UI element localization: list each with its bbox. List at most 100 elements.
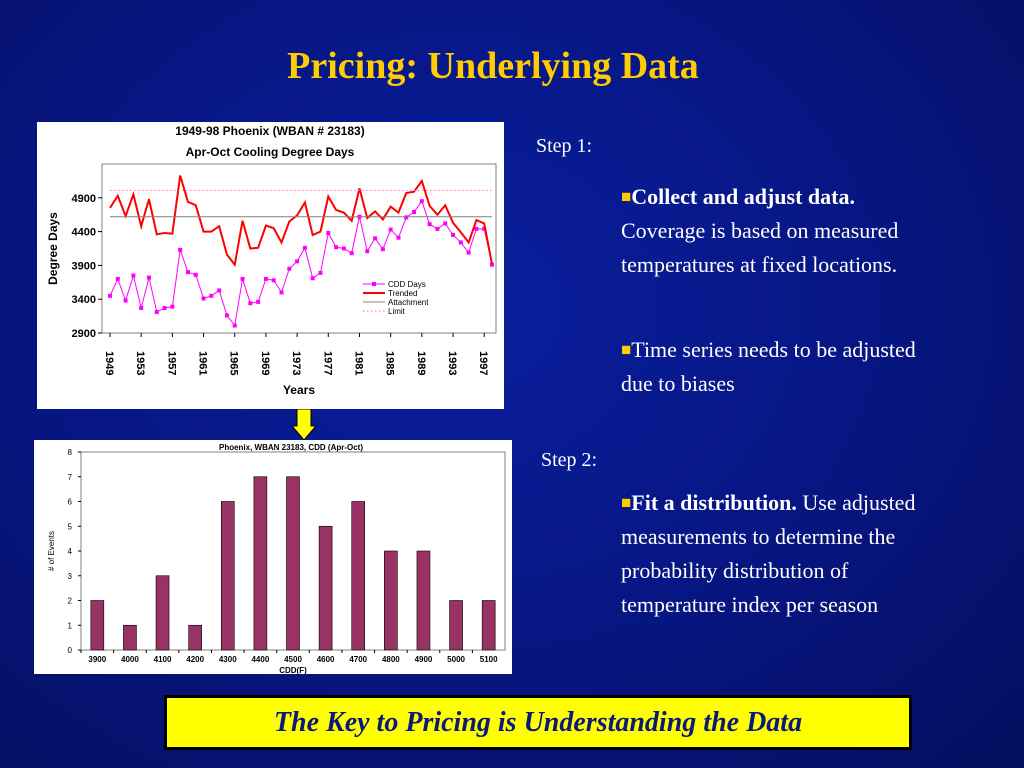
key-message-banner: The Key to Pricing is Understanding the …	[164, 695, 912, 750]
chart2-bar	[155, 575, 170, 651]
yellow-square-bullet-icon: ■	[621, 340, 632, 359]
chart1-legend-marker	[372, 282, 376, 286]
chart2-x-tick-label: 4200	[186, 655, 204, 664]
chart2-x-tick-label: 4900	[415, 655, 433, 664]
step2-label: Step 2:	[541, 449, 598, 471]
chart2-bar	[318, 525, 333, 651]
chart1-cdd-point	[302, 245, 307, 250]
step2-bullet-fit: ■Fit a distribution. Use adjusted measur…	[621, 486, 931, 622]
chart2-x-tick-label: 4400	[251, 655, 269, 664]
chart1-cdd-point	[185, 270, 190, 275]
step1-bullet1-bold: Collect and adjust data.	[631, 184, 855, 209]
step1-bullet2-text: Time series needs to be adjusted due to …	[621, 337, 916, 396]
chart1-cdd-point	[474, 226, 479, 231]
chart1-cdd-point	[341, 246, 346, 251]
chart2-x-tick-label: 4800	[382, 655, 400, 664]
cdd-time-series-svg: 1949-98 Phoenix (WBAN # 23183) Apr-Oct Co…	[46, 124, 497, 397]
chart1-cdd-point	[115, 276, 120, 281]
chart2-x-axis-label: CDD(F)	[279, 666, 307, 674]
chart1-legend-label: Attachment	[388, 298, 429, 307]
chart2-bar	[449, 600, 463, 651]
chart1-cdd-point	[419, 199, 424, 204]
chart1-x-tick-label: 1989	[415, 351, 427, 375]
chart2-bar	[123, 624, 137, 651]
chart2-y-tick-label: 6	[68, 498, 73, 507]
chart1-cdd-point	[224, 313, 229, 318]
chart2-bar	[384, 550, 398, 651]
chart1-series-trended	[109, 175, 493, 268]
chart2-y-tick-label: 3	[68, 572, 73, 581]
chart1-cdd-point	[380, 247, 385, 252]
chart2-y-tick-label: 7	[68, 473, 73, 482]
chart2-x-tick-label: 4700	[349, 655, 367, 664]
chart1-cdd-point	[201, 296, 206, 301]
chart2-x-tick-label: 4300	[219, 655, 237, 664]
chart1-cdd-point	[217, 288, 222, 293]
chart1-x-tick-label: 1973	[290, 351, 302, 375]
chart1-cdd-point	[326, 230, 331, 235]
chart1-cdd-point	[451, 232, 456, 237]
chart1-x-tick-label: 1997	[477, 351, 489, 375]
chart1-x-tick-label: 1969	[259, 351, 271, 375]
chart1-cdd-point	[365, 249, 370, 254]
chart1-cdd-point	[388, 227, 393, 232]
chart1-legend-label: CDD Days	[388, 280, 426, 289]
chart1-cdd-point	[334, 245, 339, 250]
chart1-cdd-point	[271, 278, 276, 283]
chart1-y-axis-label: Degree Days	[46, 212, 60, 285]
chart1-cdd-point	[263, 276, 268, 281]
chart1-y-tick-label: 4400	[72, 227, 96, 239]
chart1-plot-area	[101, 163, 497, 334]
down-arrow-icon	[292, 409, 316, 441]
step1-bullet1-text: Coverage is based on measured temperatur…	[621, 218, 899, 277]
chart1-x-tick-label: 1957	[165, 351, 177, 375]
slide-title: Pricing: Underlying Data	[287, 45, 699, 87]
chart1-cdd-point	[443, 221, 448, 226]
chart2-x-tick-label: 5100	[480, 655, 498, 664]
chart2-bar	[416, 550, 431, 651]
chart2-y-tick-label: 2	[68, 597, 73, 606]
chart1-legend-label: Limit	[388, 307, 406, 316]
chart1-cdd-point	[240, 276, 245, 281]
chart1-cdd-point	[404, 215, 409, 220]
chart2-bar	[253, 476, 268, 651]
chart2-bar	[286, 476, 300, 651]
chart1-y-tick-label: 3400	[72, 294, 96, 306]
chart1-cdd-point	[310, 276, 315, 281]
yellow-square-bullet-icon: ■	[621, 187, 632, 206]
chart1-cdd-point	[170, 304, 175, 309]
chart1-cdd-point	[146, 275, 151, 280]
cdd-histogram-svg: Phoenix, WBAN 23183, CDD (Apr-Oct)012345…	[47, 443, 506, 674]
chart1-legend-label: Trended	[388, 289, 418, 298]
chart1-x-tick-label: 1949	[103, 351, 115, 375]
chart1-title: 1949-98 Phoenix (WBAN # 23183)	[175, 124, 364, 138]
chart2-y-axis-label: # of Events	[47, 531, 56, 571]
cdd-time-series-chart: 1949-98 Phoenix (WBAN # 23183) Apr-Oct Co…	[37, 122, 504, 409]
chart2-x-tick-label: 4000	[121, 655, 139, 664]
chart1-x-tick-label: 1981	[352, 351, 364, 375]
chart1-cdd-point	[232, 323, 237, 328]
chart2-bar	[351, 501, 366, 651]
chart2-x-tick-label: 5000	[447, 655, 465, 664]
chart2-x-tick-label: 4600	[317, 655, 335, 664]
chart1-cdd-point	[490, 262, 494, 267]
chart1-y-tick-label: 3900	[72, 260, 96, 272]
chart1-cdd-point	[248, 301, 253, 306]
chart1-cdd-point	[178, 247, 183, 252]
chart1-subtitle: Apr-Oct Cooling Degree Days	[186, 145, 355, 159]
chart1-cdd-point	[287, 266, 292, 271]
chart2-y-tick-label: 5	[68, 522, 73, 531]
chart1-cdd-point	[123, 298, 128, 303]
yellow-square-bullet-icon: ■	[621, 493, 632, 512]
step1-label: Step 1:	[536, 135, 593, 157]
chart2-bar	[481, 600, 496, 651]
chart1-cdd-point	[396, 235, 401, 240]
cdd-histogram-chart: Phoenix, WBAN 23183, CDD (Apr-Oct) 0 1 2 3 4 5…	[34, 440, 512, 674]
chart1-y-tick-label: 2900	[72, 328, 96, 340]
chart1-cdd-point	[209, 293, 214, 298]
chart1-cdd-point	[162, 305, 167, 310]
chart1-cdd-point	[373, 236, 378, 241]
chart2-x-tick-label: 3900	[88, 655, 106, 664]
step1-bullet-collect: ■Collect and adjust data. Coverage is ba…	[621, 180, 931, 282]
chart1-cdd-point	[466, 250, 471, 255]
